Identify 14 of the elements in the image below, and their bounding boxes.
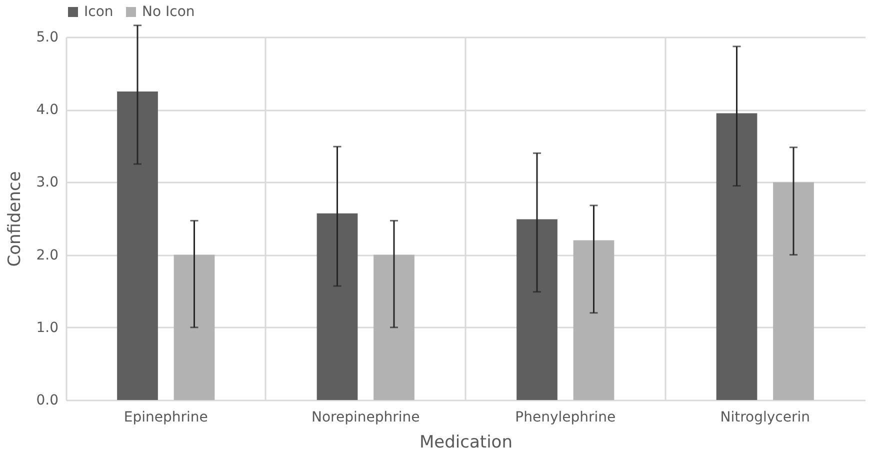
- x-tick-label: Phenylephrine: [515, 410, 616, 426]
- x-axis-title: Medication: [420, 432, 512, 452]
- x-tick-label: Nitroglycerin: [720, 410, 810, 426]
- y-tick-label: 3.0: [36, 174, 58, 191]
- y-tick-label: 0.0: [36, 392, 58, 408]
- legend-label: No Icon: [142, 4, 195, 20]
- x-tick-label: Norepinephrine: [311, 410, 420, 426]
- legend-label: Icon: [84, 4, 114, 20]
- y-tick-label: 5.0: [36, 30, 58, 46]
- y-axis-title: Confidence: [5, 171, 26, 267]
- y-tick-label: 2.0: [36, 247, 58, 264]
- y-tick-label: 4.0: [36, 102, 58, 118]
- y-tick-label: 1.0: [36, 320, 58, 336]
- x-tick-label: Epinephrine: [124, 410, 208, 426]
